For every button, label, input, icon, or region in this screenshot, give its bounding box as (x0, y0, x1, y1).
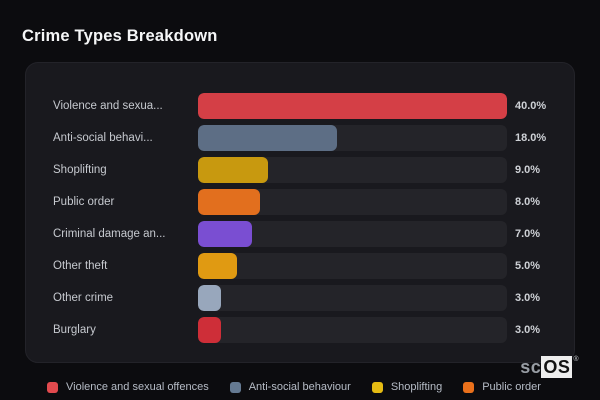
legend-item[interactable]: Shoplifting (371, 381, 443, 393)
bar-fill[interactable] (198, 125, 338, 151)
chart-row: Other theft 5.0% (53, 253, 574, 279)
bar-track (198, 157, 507, 183)
category-label: Other crime (53, 292, 114, 304)
logo-prefix: sc (520, 357, 542, 377)
category-label: Shoplifting (53, 164, 107, 176)
value-label: 3.0% (515, 324, 541, 336)
chart-card: Violence and sexua... 40.0% Anti-social be… (25, 62, 575, 363)
value-label: 8.0% (515, 196, 541, 208)
legend-item[interactable]: Public order (463, 381, 541, 393)
legend-label: Shoplifting (390, 381, 443, 393)
category-label: Public order (53, 196, 115, 208)
legend-label: Public order (482, 381, 541, 393)
logo-suffix: OS (541, 356, 573, 378)
category-label: Burglary (53, 324, 96, 336)
legend-swatch-icon (47, 381, 58, 393)
chart-row: Criminal damage an... 7.0% (53, 221, 574, 247)
legend-label: Violence and sexual offences (66, 381, 209, 393)
chart-row: Shoplifting 9.0% (53, 157, 574, 183)
chart-row: Burglary 3.0% (53, 317, 574, 343)
chart-legend: Violence and sexual offences Anti-social … (47, 381, 541, 393)
legend-item[interactable]: Violence and sexual offences (47, 381, 209, 393)
legend-swatch-icon (371, 381, 383, 393)
chart-row: Other crime 3.0% (53, 285, 574, 311)
value-label: 9.0% (515, 164, 541, 176)
legend-label: Anti-social behaviour (248, 381, 351, 393)
chart-row: Public order 8.0% (53, 189, 574, 215)
bar-fill[interactable] (198, 285, 222, 311)
bar-track (198, 221, 507, 247)
page-title: Crime Types Breakdown (22, 27, 218, 45)
bar-fill[interactable] (198, 253, 237, 279)
bar-track (198, 125, 507, 151)
value-label: 18.0% (515, 132, 547, 144)
bar-track (198, 93, 507, 119)
chart-row: Violence and sexua... 40.0% (53, 93, 574, 119)
category-label: Anti-social behavi... (53, 132, 153, 144)
scos-logo: sc OS ® (520, 356, 579, 378)
legend-swatch-icon (229, 381, 241, 393)
bar-track (198, 189, 507, 215)
category-label: Other theft (53, 260, 108, 272)
value-label: 40.0% (515, 100, 547, 112)
bar-track (198, 253, 507, 279)
bar-fill[interactable] (198, 189, 260, 215)
category-label: Violence and sexua... (53, 100, 163, 112)
value-label: 3.0% (515, 292, 541, 304)
value-label: 5.0% (515, 260, 541, 272)
chart-row: Anti-social behavi... 18.0% (53, 125, 574, 151)
value-label: 7.0% (515, 228, 541, 240)
bar-fill[interactable] (198, 221, 253, 247)
category-label: Criminal damage an... (53, 228, 166, 240)
bar-track (198, 285, 507, 311)
bar-fill[interactable] (198, 157, 268, 183)
legend-swatch-icon (463, 381, 475, 393)
chart-rows: Violence and sexua... 40.0% Anti-social be… (26, 63, 574, 343)
legend-item[interactable]: Anti-social behaviour (229, 381, 351, 393)
bar-fill[interactable] (198, 317, 222, 343)
registered-mark-icon: ® (573, 356, 579, 363)
bar-fill[interactable] (198, 93, 507, 119)
bar-track (198, 317, 507, 343)
